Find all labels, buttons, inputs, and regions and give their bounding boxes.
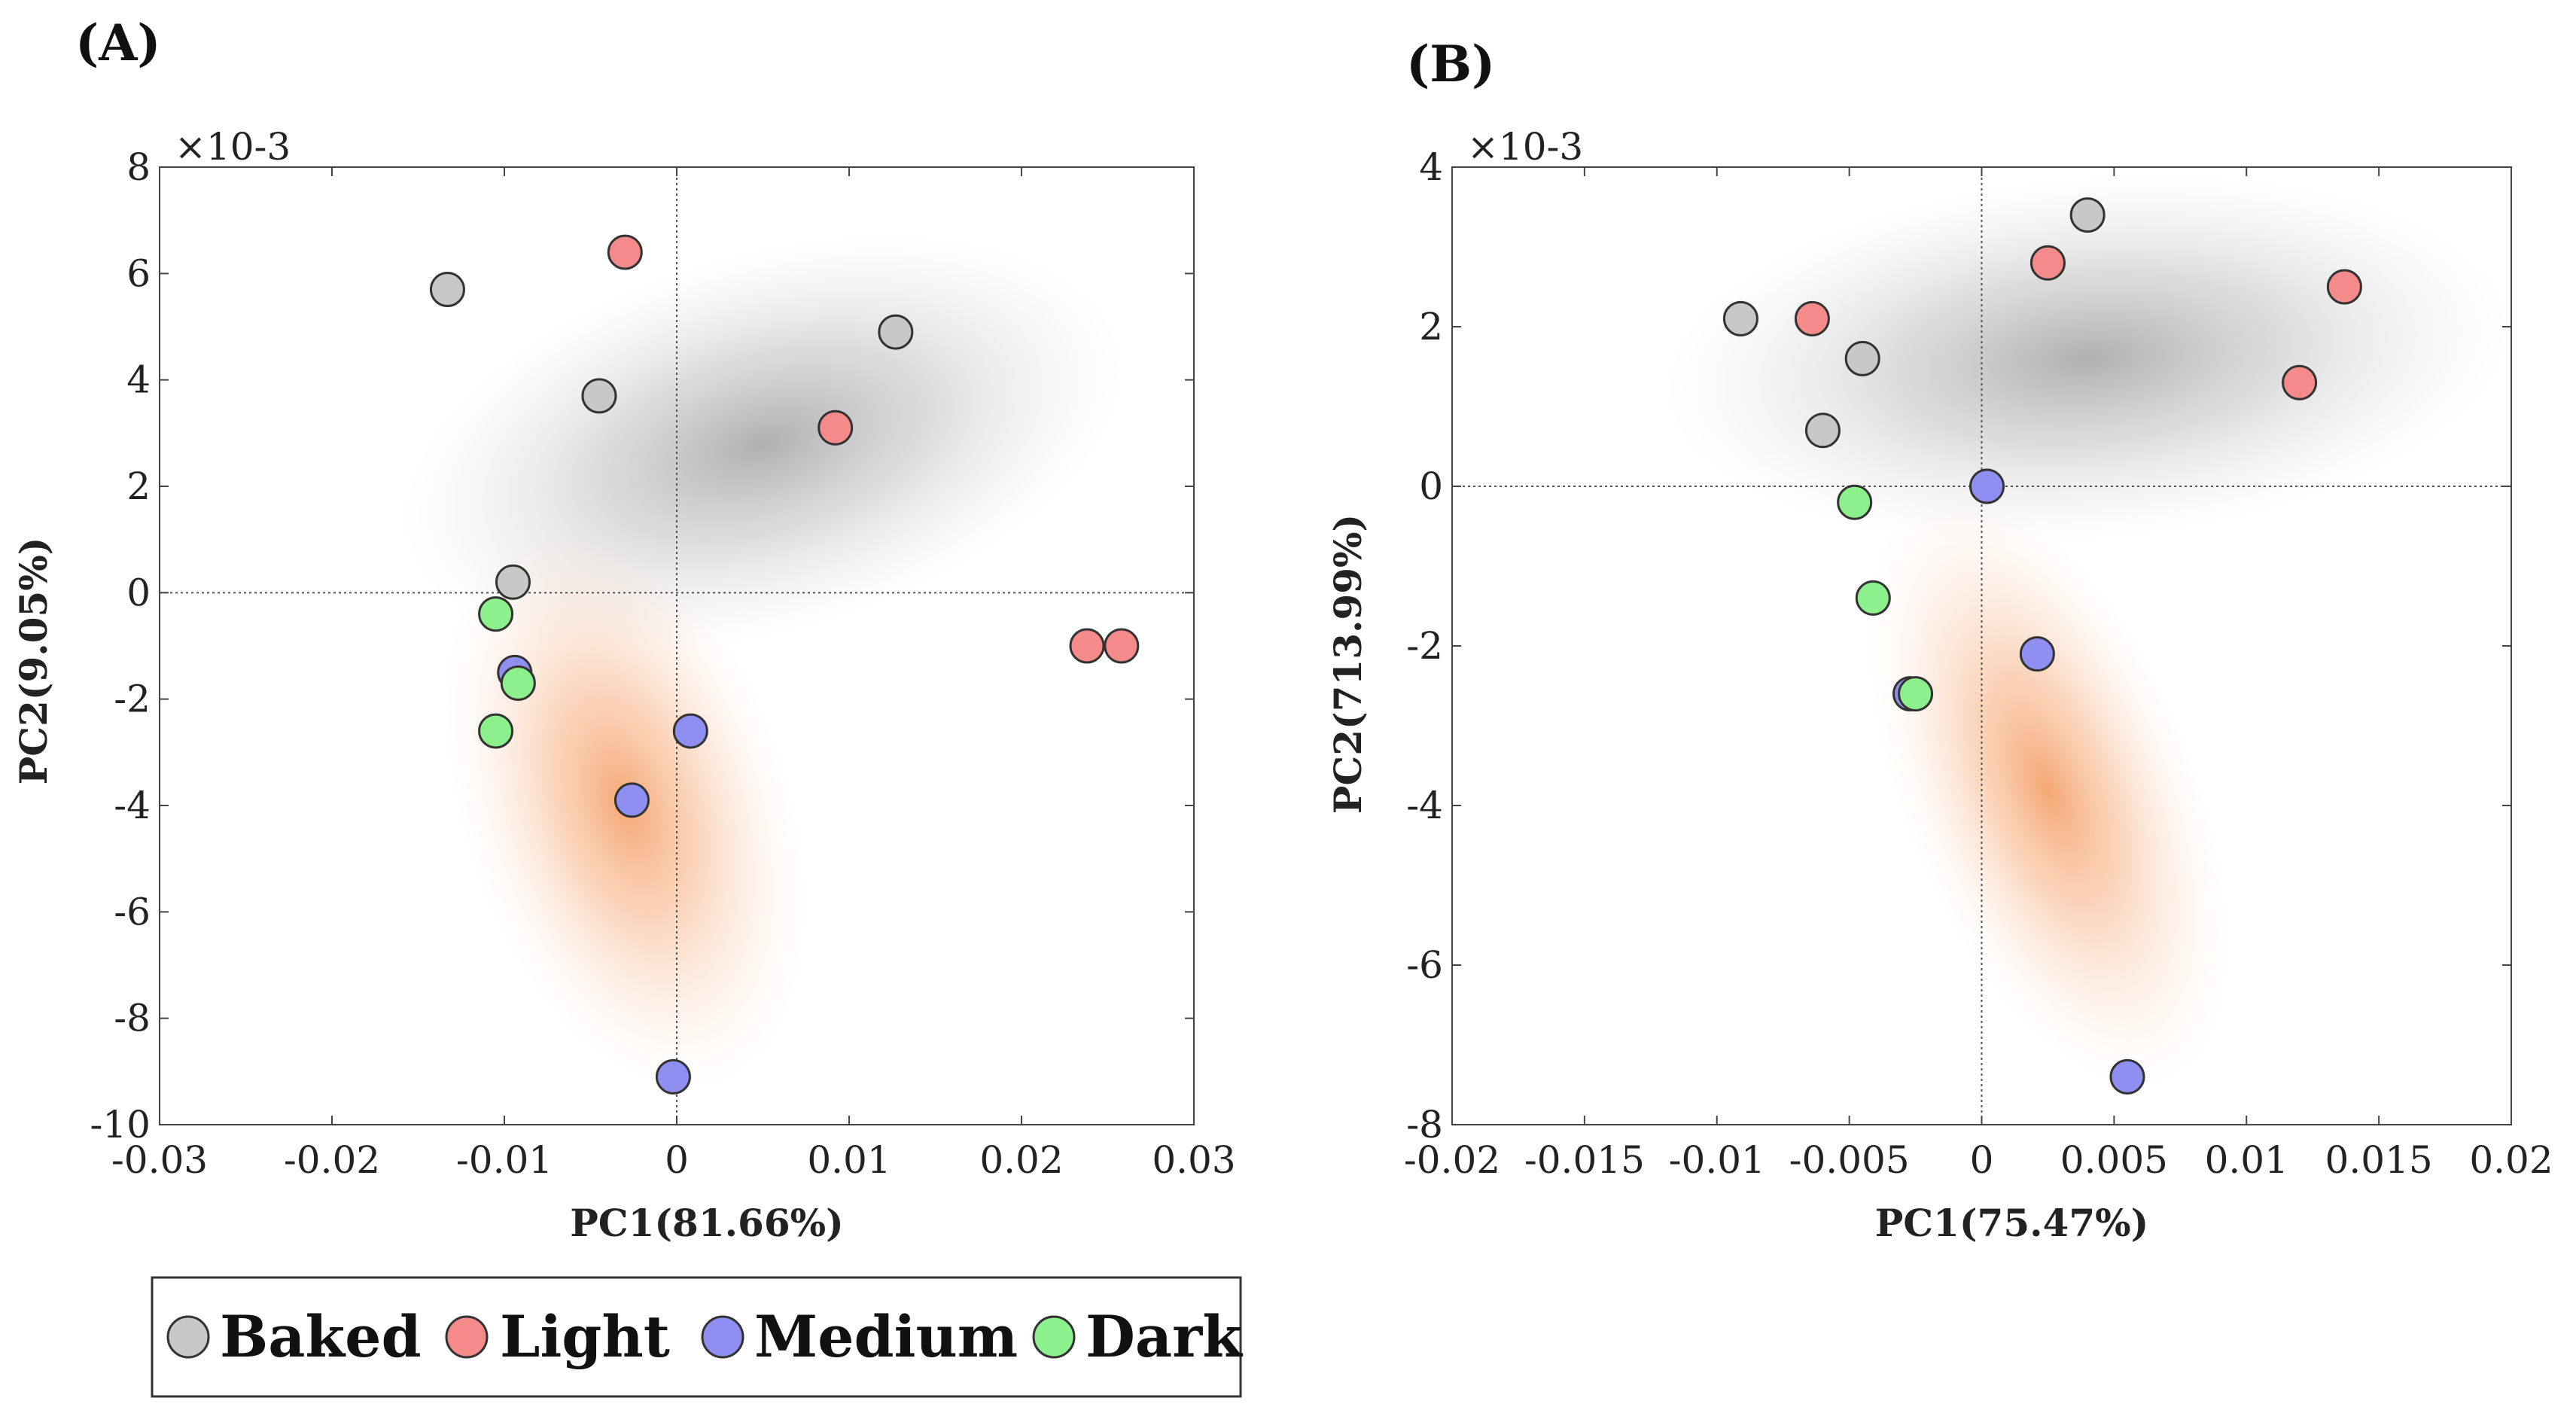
y-tick-label: -6 [1406, 943, 1443, 987]
dark-point [500, 665, 536, 701]
panel-label: (B) [1406, 35, 1495, 93]
x-tick-label: -0.03 [111, 1138, 208, 1182]
x-tick-label: -0.01 [1669, 1138, 1765, 1182]
dark-point [478, 596, 514, 632]
reference-lines [1452, 167, 2511, 1125]
baked-point [495, 564, 531, 600]
panel-a: (A) -0.03 -0.02 -0.01 0 0.01 0.02 0.03 8 6 4 2 0 -2… [11, 14, 1236, 1245]
light-point [1069, 628, 1105, 664]
y-tick-label: 2 [1419, 305, 1443, 349]
x-tick-label: 0 [665, 1138, 689, 1182]
y-tick-label: 0 [126, 571, 151, 614]
y-tick-label: -2 [114, 678, 151, 721]
medium-point [2109, 1058, 2145, 1095]
light-point [2326, 269, 2362, 305]
x-axis-ticks: -0.02 -0.015 -0.01 -0.005 0 0.005 0.01 0.015 0.0… [1404, 167, 2553, 1182]
y-tick-label: 4 [1419, 145, 1443, 189]
y-axis-title: PC2(713.99%) [1326, 514, 1370, 814]
x-tick-label: 0.005 [2060, 1138, 2168, 1182]
y-multiplier: ×10-3 [175, 125, 291, 169]
light-point [2029, 245, 2066, 281]
dark-point [1837, 484, 1873, 520]
legend: Baked Light Medium Dark [151, 1276, 1243, 1398]
gray-density-cloud [1665, 172, 2511, 546]
light-point [2282, 364, 2318, 400]
medium-point [2019, 636, 2055, 672]
baked-point [878, 314, 914, 350]
clouds-layer [1665, 172, 2511, 1091]
dark-point [478, 713, 514, 749]
panel-b: (B) -0.02 -0.015 -0.01 -0.005 0 0.005 0.01 0.01… [1326, 35, 2553, 1245]
light-point [1104, 628, 1140, 664]
legend-label-light: Light [500, 1303, 670, 1370]
y-tick-label: -2 [1406, 624, 1443, 668]
points-layer [429, 234, 1140, 1095]
y-tick-label: 8 [126, 145, 151, 189]
y-tick-label: -6 [114, 890, 151, 933]
x-tick-label: 0.01 [2205, 1138, 2288, 1182]
x-axis-title: PC1(75.47%) [1875, 1201, 2149, 1245]
reference-lines [160, 167, 1194, 1125]
dark-point [1898, 676, 1934, 712]
y-tick-label: -8 [1406, 1103, 1443, 1147]
x-tick-label: 0.01 [807, 1138, 891, 1182]
x-tick-label: -0.02 [284, 1138, 380, 1182]
y-tick-label: 4 [126, 358, 151, 402]
baked-point [1722, 300, 1758, 337]
medium-point [614, 782, 650, 818]
legend-marker-dark [1032, 1315, 1076, 1359]
y-tick-label: -4 [1406, 784, 1443, 827]
x-axis-title: PC1(81.66%) [570, 1201, 844, 1245]
x-tick-label: -0.005 [1789, 1138, 1910, 1182]
clouds-layer [403, 233, 1123, 1094]
legend-marker-baked [166, 1315, 210, 1359]
y-axis-title: PC2(9.05%) [11, 537, 56, 785]
y-tick-label: 2 [126, 464, 151, 508]
y-tick-label: 6 [126, 251, 151, 295]
x-tick-label: 0.015 [2325, 1138, 2433, 1182]
baked-point [1804, 413, 1841, 449]
legend-marker-light [445, 1315, 489, 1359]
baked-point [2069, 197, 2106, 233]
light-point [607, 234, 643, 270]
legend-label-dark: Dark [1086, 1303, 1243, 1370]
baked-point [1844, 340, 1880, 376]
medium-point [672, 713, 708, 749]
orange-density-cloud [1867, 489, 2229, 1091]
baked-point [429, 272, 465, 308]
y-axis-ticks: 8 6 4 2 0 -2 -4 -6 -8 -10 [90, 145, 1194, 1147]
legend-marker-medium [701, 1315, 744, 1359]
y-tick-label: -8 [114, 997, 151, 1040]
y-tick-label: 0 [1419, 464, 1443, 508]
light-point [1794, 300, 1830, 337]
x-tick-label: -0.01 [456, 1138, 553, 1182]
points-layer [1722, 197, 2362, 1095]
x-axis-ticks: -0.03 -0.02 -0.01 0 0.01 0.02 0.03 [111, 167, 1236, 1182]
panel-label: (A) [75, 14, 161, 72]
x-tick-label: 0.02 [979, 1138, 1063, 1182]
x-tick-label: 0.03 [1152, 1138, 1235, 1182]
baked-point [581, 378, 617, 414]
x-tick-label: 0.02 [2469, 1138, 2553, 1182]
y-tick-label: -10 [90, 1103, 151, 1147]
x-tick-label: -0.02 [1404, 1138, 1500, 1182]
x-tick-label: 0 [1970, 1138, 1994, 1182]
medium-point [1969, 468, 2005, 504]
dark-point [1855, 580, 1891, 616]
light-point [818, 410, 854, 446]
y-multiplier: ×10-3 [1467, 125, 1583, 169]
legend-label-baked: Baked [220, 1303, 422, 1370]
y-axis-ticks: 4 2 0 -2 -4 -6 -8 [1406, 145, 2511, 1147]
medium-point [655, 1058, 691, 1095]
y-tick-label: -4 [114, 784, 151, 827]
legend-label-medium: Medium [754, 1303, 1018, 1370]
x-tick-label: -0.015 [1524, 1138, 1645, 1182]
